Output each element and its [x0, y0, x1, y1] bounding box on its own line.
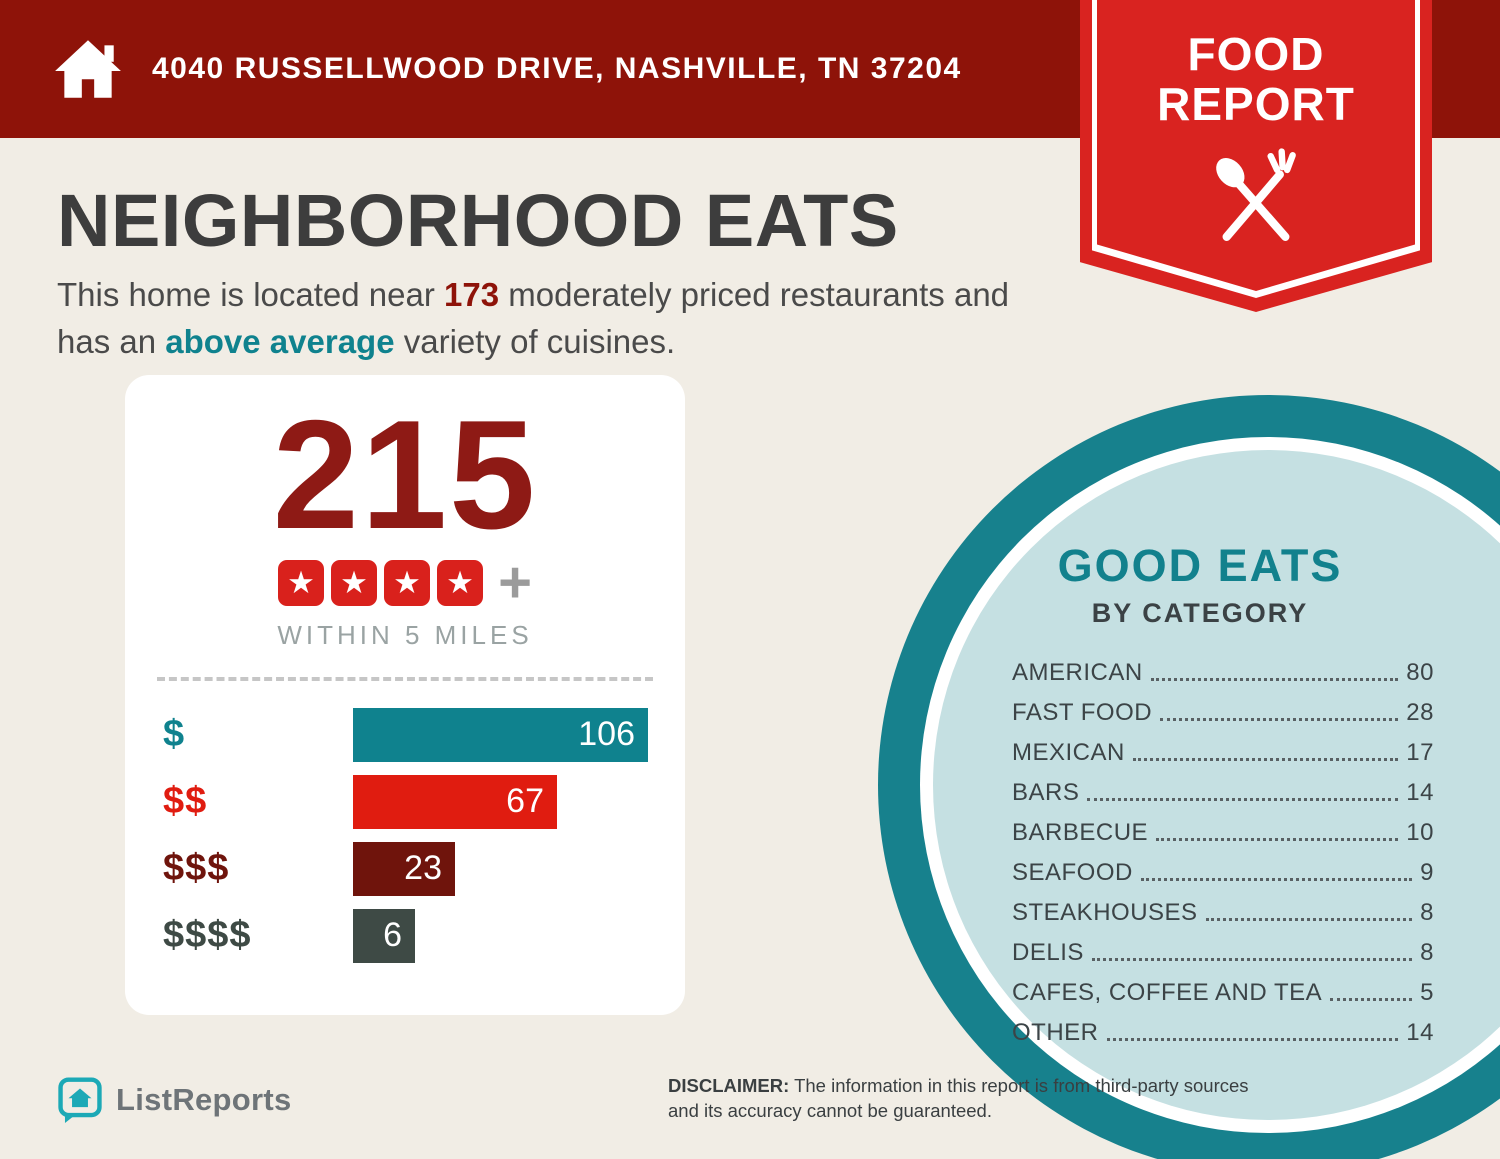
dotted-leader	[1106, 1038, 1399, 1041]
price-tier-label: $$$$	[163, 914, 252, 956]
category-count: 14	[1406, 779, 1434, 806]
bar-value: 106	[578, 715, 635, 753]
bar: 67	[353, 774, 557, 829]
ribbon-line1: FOOD	[1187, 28, 1325, 80]
ribbon-title: FOOD REPORT	[1157, 28, 1355, 130]
category-label: CAFES, COFFEE AND TEA	[1012, 979, 1323, 1006]
stats-card: 215 ★ ★ ★ ★ + WITHIN 5 MILES $ 106 $$ 67 $$…	[125, 375, 685, 1015]
house-icon	[55, 40, 121, 98]
category-label: OTHER	[1012, 1019, 1099, 1046]
star-rating: ★ ★ ★ ★	[278, 560, 484, 606]
category-row: SEAFOOD 9	[1012, 848, 1434, 888]
category-row: STEAKHOUSES 8	[1012, 888, 1434, 928]
intro-lead-2: moderately priced restaurants and has an	[57, 276, 1010, 360]
category-label: BARS	[1012, 779, 1080, 806]
star-icon: ★	[384, 560, 431, 606]
bar-value: 23	[404, 849, 442, 887]
total-restaurants: 215	[272, 388, 538, 561]
good-eats-title: GOOD EATS	[1057, 540, 1343, 591]
bar: 106	[353, 707, 648, 762]
listreports-brand: ListReports	[57, 1076, 292, 1124]
dotted-leader	[1205, 918, 1413, 921]
circle-inner-fill	[933, 450, 1500, 1120]
listreports-logo-icon	[58, 1077, 102, 1123]
category-row: CAFES, COFFEE AND TEA 5	[1012, 968, 1434, 1008]
price-bar-row: $$$ 23	[125, 835, 685, 902]
category-label: SEAFOOD	[1012, 859, 1133, 886]
good-eats-header: GOOD EATS BY CATEGORY	[950, 540, 1450, 629]
category-count: 14	[1406, 1019, 1434, 1046]
category-row: BARS 14	[1012, 768, 1434, 808]
category-label: AMERICAN	[1012, 659, 1143, 686]
intro-lead-3: variety of cuisines.	[394, 322, 676, 360]
category-count: 8	[1420, 939, 1434, 966]
property-address: 4040 RUSSELLWOOD DRIVE, NASHVILLE, TN 37…	[152, 52, 962, 85]
good-eats-subtitle: BY CATEGORY	[1091, 598, 1309, 628]
category-count: 28	[1406, 699, 1434, 726]
category-count: 17	[1406, 739, 1434, 766]
plus-sign: +	[498, 550, 532, 615]
category-list: AMERICAN 80 FAST FOOD 28 MEXICAN 17 BARS 14 …	[1012, 648, 1434, 1048]
price-tier-label: $$$	[163, 847, 230, 889]
price-bar-row: $$ 67	[125, 768, 685, 835]
dotted-leader	[1156, 838, 1399, 841]
crossed-spoon-fork-icon	[1216, 148, 1296, 242]
category-label: BARBECUE	[1012, 819, 1149, 846]
category-row: AMERICAN 80	[1012, 648, 1434, 688]
star-icon: ★	[331, 560, 378, 606]
dotted-leader	[1091, 958, 1413, 961]
variety-highlight: above average	[165, 322, 395, 360]
bar-value: 6	[383, 916, 402, 954]
price-tier-label: $	[163, 713, 186, 755]
category-count: 80	[1406, 659, 1434, 686]
dotted-leader	[1140, 878, 1413, 881]
dotted-leader	[1087, 798, 1399, 801]
bar-value: 67	[506, 782, 544, 820]
dotted-leader	[1150, 678, 1399, 681]
category-count: 8	[1420, 899, 1434, 926]
restaurant-count: 173	[444, 276, 500, 313]
dotted-leader	[1330, 998, 1413, 1001]
star-icon: ★	[278, 560, 325, 606]
dotted-leader	[1160, 718, 1399, 721]
price-bar-row: $ 106	[125, 701, 685, 768]
category-row: BARBECUE 10	[1012, 808, 1434, 848]
radius-label: WITHIN 5 MILES	[277, 620, 533, 650]
price-tier-label: $$	[163, 780, 208, 822]
brand-name: ListReports	[116, 1082, 292, 1117]
dotted-leader	[1132, 758, 1399, 761]
page-title: NEIGHBORHOOD EATS	[57, 179, 899, 262]
bar: 6	[353, 908, 415, 963]
category-count: 5	[1420, 979, 1434, 1006]
dashed-divider	[157, 677, 653, 681]
intro-lead-1: This home is located near	[57, 276, 445, 313]
category-count: 10	[1406, 819, 1434, 846]
disclaimer-text: DISCLAIMER: The information in this repo…	[668, 1074, 1278, 1124]
category-label: STEAKHOUSES	[1012, 899, 1198, 926]
rating-row: ★ ★ ★ ★ +	[125, 550, 685, 615]
category-row: MEXICAN 17	[1012, 728, 1434, 768]
category-label: FAST FOOD	[1012, 699, 1153, 726]
ribbon-line2: REPORT	[1157, 77, 1355, 130]
category-label: MEXICAN	[1012, 739, 1125, 766]
price-bar-row: $$$$ 6	[125, 902, 685, 969]
category-row: FAST FOOD 28	[1012, 688, 1434, 728]
intro-text: This home is located near 173 moderately…	[57, 272, 1047, 366]
category-row: DELIS 8	[1012, 928, 1434, 968]
disclaimer-body: The information in this report is from t…	[668, 1075, 1249, 1121]
star-icon: ★	[437, 560, 484, 606]
bar: 23	[353, 841, 455, 896]
category-label: DELIS	[1012, 939, 1084, 966]
food-report-ribbon: FOOD REPORT	[1080, 0, 1432, 312]
disclaimer-label: DISCLAIMER:	[668, 1075, 790, 1096]
good-eats-circle	[878, 395, 1500, 1159]
category-count: 9	[1420, 859, 1434, 886]
ribbon-inner: FOOD REPORT	[1097, 0, 1415, 291]
category-row: OTHER 14	[1012, 1008, 1434, 1048]
